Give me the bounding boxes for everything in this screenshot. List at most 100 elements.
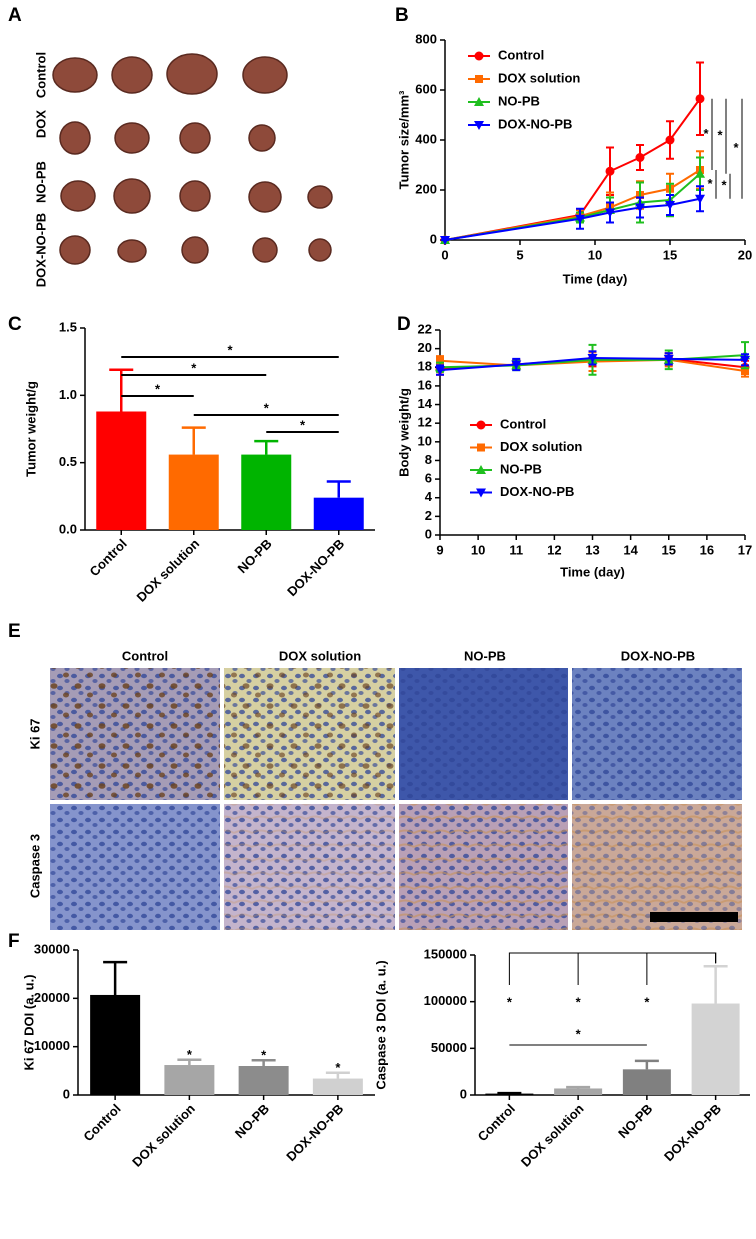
y-axis-label: Tumor weight/g bbox=[23, 381, 38, 477]
error-bar bbox=[254, 439, 279, 455]
marker bbox=[741, 367, 749, 375]
significance-line bbox=[646, 952, 717, 985]
y-tick-label: 0.0 bbox=[59, 521, 77, 536]
series-line bbox=[444, 98, 701, 241]
legend-label: NO-PB bbox=[498, 93, 540, 108]
y-tick-label: 0 bbox=[63, 1086, 70, 1101]
significance-label: * bbox=[707, 176, 713, 191]
error-bar bbox=[326, 480, 351, 498]
y-tick-label: 800 bbox=[415, 31, 437, 46]
marker bbox=[575, 214, 585, 224]
significance-label: * bbox=[155, 381, 161, 396]
y-tick-label: 14 bbox=[418, 396, 433, 411]
series-line bbox=[444, 169, 701, 241]
x-tick-label: 16 bbox=[700, 542, 714, 557]
y-tick-label: 20 bbox=[418, 340, 432, 355]
x-tick-label: 5 bbox=[516, 247, 523, 262]
bar bbox=[312, 1078, 363, 1095]
marker bbox=[695, 94, 705, 104]
x-tick-label: DOX-NO-PB bbox=[283, 1101, 346, 1164]
y-tick-label: 0 bbox=[430, 231, 437, 246]
marker bbox=[665, 201, 675, 210]
y-tick-label: 0 bbox=[425, 526, 432, 541]
marker bbox=[740, 355, 750, 365]
legend-label: DOX solution bbox=[498, 70, 580, 85]
significance-label: * bbox=[721, 178, 727, 193]
marker bbox=[476, 488, 486, 498]
y-tick-label: 200 bbox=[415, 181, 437, 196]
bar bbox=[164, 1065, 215, 1095]
y-tick-label: 10000 bbox=[34, 1038, 70, 1053]
series-line bbox=[444, 172, 701, 241]
marker bbox=[476, 420, 486, 430]
significance-label: * bbox=[576, 1026, 582, 1041]
bar bbox=[90, 994, 141, 1095]
significance-label: * bbox=[703, 126, 709, 141]
y-tick-label: 1.0 bbox=[59, 387, 77, 402]
row-label: Caspase 3 bbox=[27, 834, 42, 898]
marker bbox=[635, 203, 645, 213]
y-tick-label: 12 bbox=[418, 415, 432, 430]
panel-label: B bbox=[395, 5, 409, 26]
y-tick-label: 100000 bbox=[424, 993, 467, 1008]
error-bar bbox=[177, 1058, 202, 1066]
x-tick-label: 12 bbox=[547, 542, 561, 557]
x-tick-label: Control bbox=[87, 536, 130, 579]
y-tick-label: 16 bbox=[418, 377, 432, 392]
marker bbox=[477, 443, 485, 452]
marker bbox=[436, 356, 444, 365]
x-axis-label: Time (day) bbox=[563, 271, 628, 286]
panel-label: E bbox=[8, 621, 21, 642]
y-tick-label: 20000 bbox=[34, 990, 70, 1005]
marker bbox=[474, 51, 484, 61]
x-tick-label: 15 bbox=[662, 542, 676, 557]
x-tick-label: DOX solution bbox=[129, 1101, 198, 1170]
x-tick-label: Control bbox=[80, 1101, 123, 1144]
series-line bbox=[444, 197, 701, 241]
significance-label: * bbox=[191, 360, 197, 375]
marker bbox=[435, 366, 445, 376]
x-tick-label: 13 bbox=[585, 542, 599, 557]
x-tick-label: Control bbox=[475, 1101, 518, 1144]
marker bbox=[695, 168, 705, 178]
bar bbox=[168, 454, 219, 530]
y-axis-label: Tumor size/mm³ bbox=[396, 90, 411, 189]
legend-label: NO-PB bbox=[500, 461, 542, 476]
significance-label: * bbox=[261, 1048, 267, 1063]
bar bbox=[241, 454, 292, 530]
bar bbox=[313, 497, 364, 530]
micrographs bbox=[50, 668, 742, 930]
y-tick-label: 1.5 bbox=[59, 319, 77, 334]
column-label: NO-PB bbox=[464, 648, 506, 663]
y-tick-label: 4 bbox=[425, 489, 433, 504]
panel-label: F bbox=[8, 931, 20, 952]
x-tick-label: NO-PB bbox=[232, 1101, 272, 1141]
legend-label: DOX-NO-PB bbox=[500, 484, 574, 499]
y-tick-label: 6 bbox=[425, 471, 432, 486]
marker bbox=[511, 360, 522, 370]
marker bbox=[665, 135, 675, 145]
y-tick-label: 0 bbox=[460, 1086, 467, 1101]
y-axis-label: Body weight/g bbox=[396, 388, 411, 477]
panel-label: A bbox=[8, 5, 22, 26]
marker bbox=[695, 194, 705, 204]
x-tick-label: 15 bbox=[663, 247, 677, 262]
x-tick-label: NO-PB bbox=[615, 1101, 655, 1141]
y-axis-label: Caspase 3 DOI (a. u.) bbox=[373, 960, 388, 1089]
x-tick-label: 0 bbox=[441, 247, 448, 262]
x-tick-label: 11 bbox=[509, 542, 523, 557]
significance-label: * bbox=[717, 128, 723, 143]
x-tick-label: 17 bbox=[738, 542, 752, 557]
y-tick-label: 150000 bbox=[424, 946, 467, 961]
bar bbox=[554, 1088, 603, 1095]
row-label: DOX bbox=[33, 110, 48, 139]
marker bbox=[476, 465, 486, 474]
significance-label: * bbox=[227, 342, 233, 357]
legend-label: Control bbox=[498, 47, 544, 62]
x-tick-label: 14 bbox=[623, 542, 638, 557]
panel-label: C bbox=[8, 314, 22, 335]
x-tick-label: DOX-NO-PB bbox=[661, 1101, 724, 1164]
column-label: DOX-NO-PB bbox=[621, 648, 695, 663]
